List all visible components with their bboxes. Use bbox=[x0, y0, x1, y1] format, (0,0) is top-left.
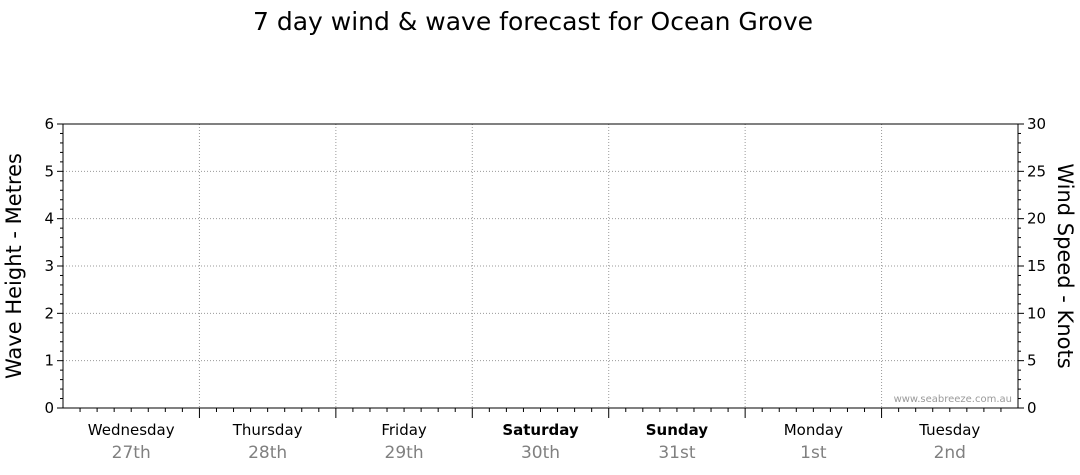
x-axis: Wednesday 27th Thursday 28th Friday 29th Satur… bbox=[79, 408, 1002, 463]
right-tick-label: 15 bbox=[1027, 257, 1046, 275]
left-tick-label: 2 bbox=[44, 304, 54, 322]
day-label: Friday bbox=[381, 421, 427, 439]
right-axis: 0 5 10 15 20 25 30 bbox=[1018, 115, 1046, 417]
left-axis: 0 1 2 3 4 5 6 bbox=[44, 115, 63, 417]
left-tick-label: 3 bbox=[44, 257, 54, 275]
right-axis-title: Wind Speed - Knots bbox=[1053, 163, 1077, 368]
right-tick-label: 20 bbox=[1027, 210, 1046, 228]
day-label: Monday bbox=[784, 421, 843, 439]
left-tick-label: 4 bbox=[44, 210, 54, 228]
left-axis-title: Wave Height - Metres bbox=[2, 153, 26, 379]
watermark: www.seabreeze.com.au bbox=[894, 394, 1012, 405]
left-tick-label: 5 bbox=[44, 162, 54, 180]
right-tick-label: 30 bbox=[1027, 115, 1046, 133]
date-label: 31st bbox=[658, 443, 695, 463]
date-label: 30th bbox=[521, 443, 560, 463]
left-tick-label: 1 bbox=[44, 352, 54, 370]
right-tick-label: 10 bbox=[1027, 304, 1046, 322]
right-tick-label: 0 bbox=[1027, 399, 1037, 417]
date-label: 29th bbox=[385, 443, 424, 463]
grid-lines bbox=[63, 124, 1018, 408]
left-tick-label: 6 bbox=[44, 115, 54, 133]
day-label: Wednesday bbox=[88, 421, 175, 439]
date-label: 1st bbox=[800, 443, 827, 463]
date-label: 2nd bbox=[934, 443, 966, 463]
day-label: Thursday bbox=[232, 421, 303, 439]
chart-title: 7 day wind & wave forecast for Ocean Gro… bbox=[253, 7, 813, 36]
day-label: Saturday bbox=[502, 421, 579, 439]
right-tick-label: 5 bbox=[1027, 352, 1037, 370]
day-label: Tuesday bbox=[918, 421, 980, 439]
right-tick-label: 25 bbox=[1027, 162, 1046, 180]
date-label: 27th bbox=[112, 443, 151, 463]
left-tick-label: 0 bbox=[44, 399, 54, 417]
day-label: Sunday bbox=[646, 421, 709, 439]
date-label: 28th bbox=[248, 443, 287, 463]
